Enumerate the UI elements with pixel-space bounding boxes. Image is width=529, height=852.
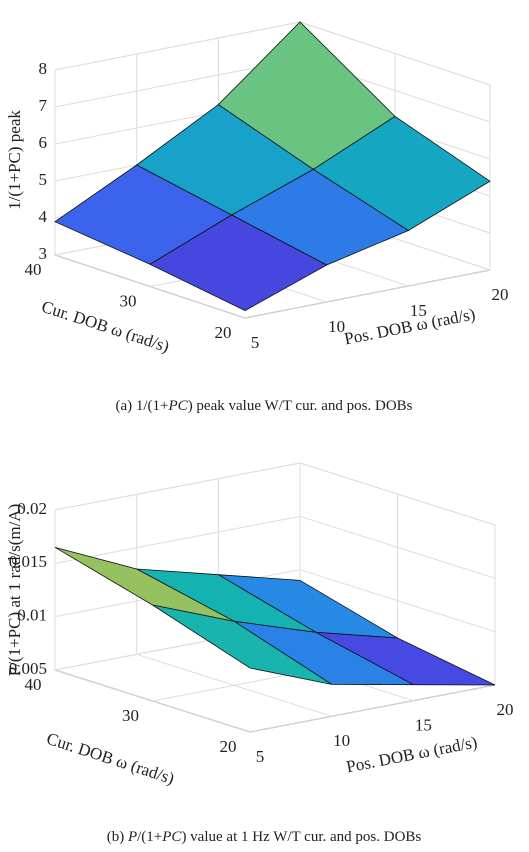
z-axis-label: P/(1+PC) at 1 rad/s(m/A): [5, 504, 24, 677]
caption-part: /(1+: [137, 829, 162, 845]
x-tick-label: 20: [492, 285, 509, 304]
x-tick-label: 20: [497, 700, 514, 719]
grid-line: [54, 515, 301, 564]
x-tick-label: 5: [256, 747, 265, 766]
z-tick-label: 8: [39, 59, 48, 78]
z-tick-label: 7: [39, 96, 48, 115]
y-axis-label: Cur. DOB ω (rad/s): [44, 729, 176, 788]
z-tick-label: 0.01: [17, 606, 47, 625]
caption-part: (b): [107, 829, 128, 845]
caption-part: ) peak value W/T cur. and pos. DOBs: [188, 398, 413, 414]
z-tick-label: 5: [39, 170, 48, 189]
y-axis-label: Cur. DOB ω (rad/s): [39, 297, 171, 356]
caption-part: (a) 1/(1+: [115, 398, 168, 414]
caption: (b) P/(1+PC) value at 1 Hz W/T cur. and …: [107, 829, 422, 845]
x-axis-label: Pos. DOB ω (rad/s): [345, 732, 479, 776]
z-tick-label: 0.02: [17, 499, 47, 518]
x-tick-label: 15: [410, 301, 427, 320]
grid-line: [54, 21, 301, 71]
z-tick-label: 6: [39, 133, 48, 152]
caption-part: PC: [168, 398, 189, 414]
x-tick-label: 5: [251, 333, 260, 352]
grid-line: [244, 269, 491, 319]
y-tick-label: 30: [122, 706, 139, 725]
surface-patch: [152, 604, 332, 685]
x-tick-label: 15: [415, 716, 432, 735]
z-tick-label: 0.015: [9, 552, 47, 571]
y-tick-label: 40: [25, 260, 42, 279]
x-tick-label: 10: [333, 731, 350, 750]
caption-part: PC: [161, 829, 182, 845]
z-axis-label: 1/(1+PC) peak: [5, 110, 24, 210]
y-tick-label: 20: [220, 737, 237, 756]
grid-line: [249, 684, 496, 733]
y-tick-label: 30: [120, 291, 137, 310]
z-tick-label: 4: [39, 207, 48, 226]
caption-part: P: [127, 829, 137, 845]
x-tick-label: 10: [328, 317, 345, 336]
z-tick-label: 3: [39, 244, 48, 263]
surface-plot: 0.005 0.01 0.015 0.02 5 10 15 20 20 30 40 Pos. DOB …: [5, 462, 514, 845]
caption-part: ) value at 1 Hz W/T cur. and pos. DOBs: [181, 829, 421, 845]
y-tick-label: 20: [215, 323, 232, 342]
y-tick-label: 40: [25, 675, 42, 694]
caption: (a) 1/(1+PC) peak value W/T cur. and pos…: [115, 398, 412, 414]
surface-patch: [149, 214, 328, 312]
grid-line: [54, 462, 301, 511]
z-tick-label: 0.005: [9, 659, 47, 678]
